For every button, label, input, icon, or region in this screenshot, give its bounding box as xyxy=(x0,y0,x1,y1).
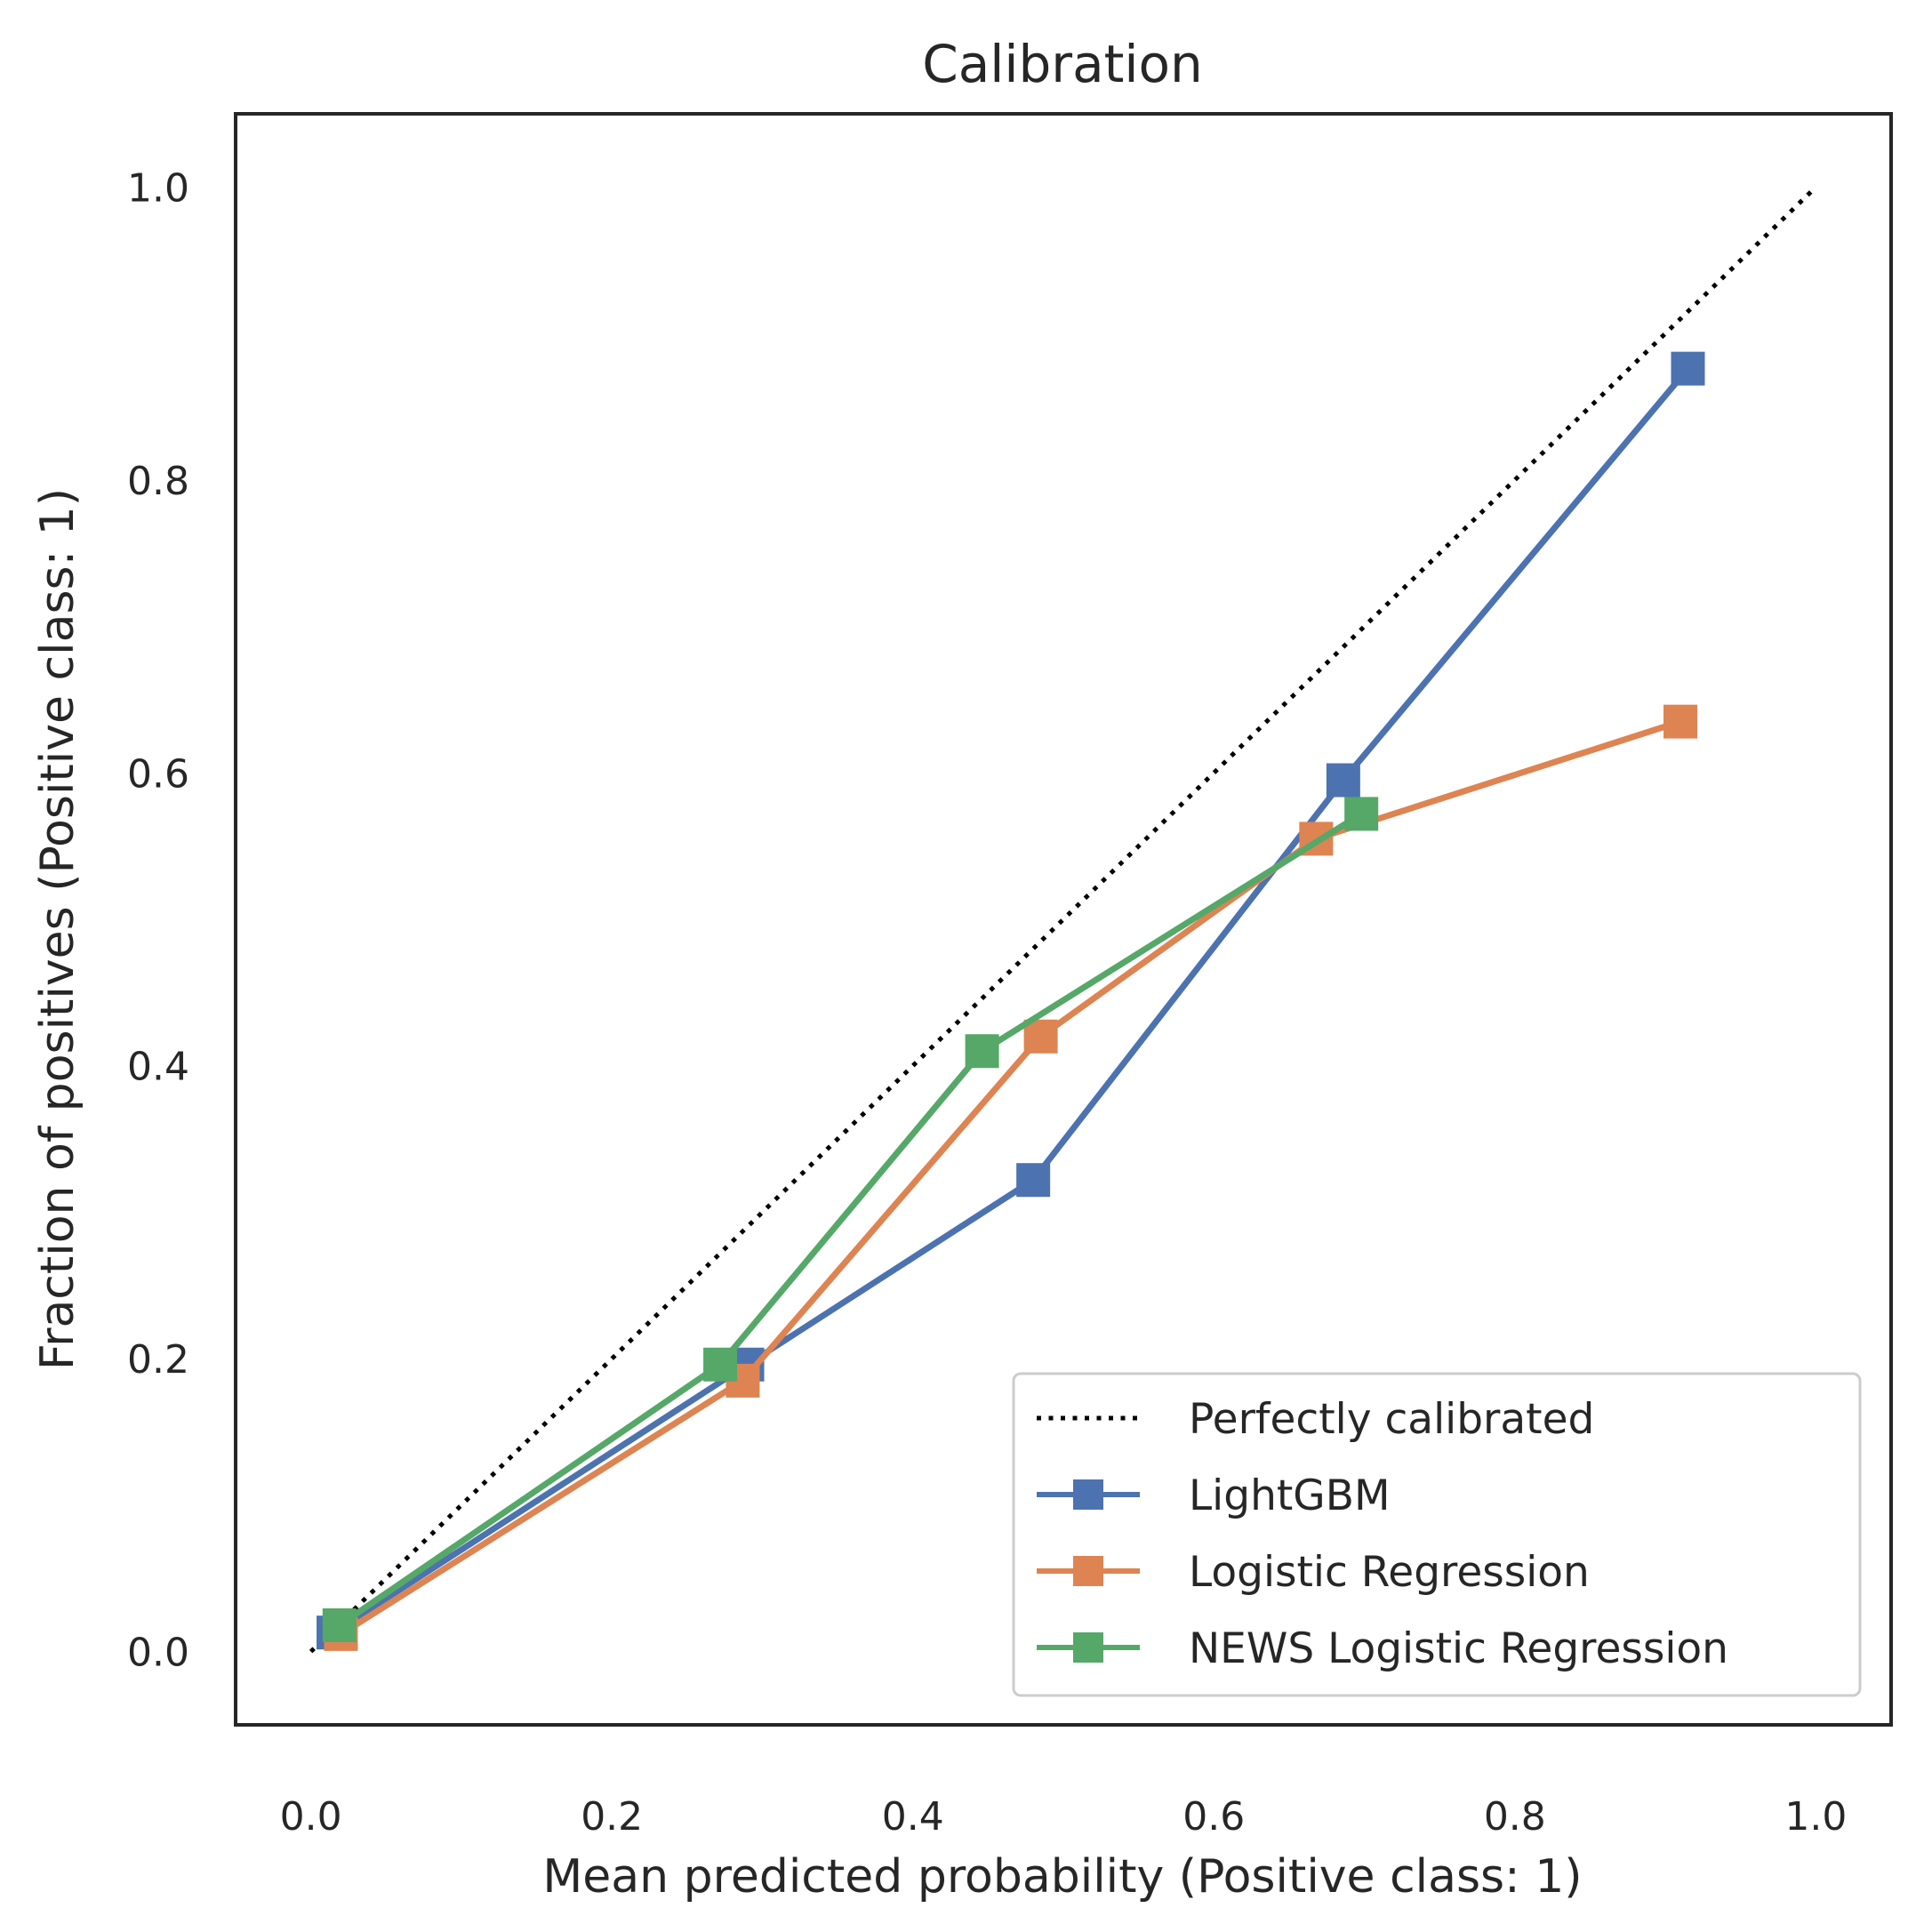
x-tick-labels: 0.0 0.2 0.4 0.6 0.8 1.0 xyxy=(280,1794,1848,1840)
legend-marker-lightgbm xyxy=(1073,1479,1103,1510)
legend-box xyxy=(1012,1372,1862,1697)
legend: Perfectly calibrated LightGBM Logistic R… xyxy=(1012,1372,1862,1697)
lightgbm-point xyxy=(1016,1163,1051,1198)
legend-marker-logistic-regression xyxy=(1073,1556,1103,1586)
x-tick-label: 0.2 xyxy=(581,1794,643,1840)
news-logistic-regression-line xyxy=(336,810,1365,1629)
plot-area xyxy=(309,185,1818,1654)
perfectly-calibrated-line xyxy=(309,185,1818,1654)
x-tick-label: 1.0 xyxy=(1784,1794,1847,1840)
news-logistic-regression-point xyxy=(1344,797,1379,831)
legend-label-news-logistic-regression: NEWS Logistic Regression xyxy=(1189,1624,1728,1673)
y-tick-label: 1.0 xyxy=(127,165,189,211)
chart-title: Calibration xyxy=(922,34,1203,94)
legend-label-perfectly-calibrated: Perfectly calibrated xyxy=(1189,1395,1594,1444)
logistic-regression-point xyxy=(1663,704,1698,739)
legend-label-logistic-regression: Logistic Regression xyxy=(1189,1548,1590,1597)
x-tick-label: 0.6 xyxy=(1182,1794,1245,1840)
x-tick-label: 0.8 xyxy=(1484,1794,1546,1840)
x-tick-label: 0.4 xyxy=(882,1794,944,1840)
y-tick-label: 0.0 xyxy=(127,1631,189,1676)
news-logistic-regression-point xyxy=(322,1607,357,1642)
y-axis-label: Fraction of positives (Positive class: 1… xyxy=(31,488,84,1370)
news-logistic-regression-point xyxy=(703,1347,738,1382)
lightgbm-point xyxy=(1326,763,1360,798)
series-lightgbm xyxy=(317,351,1705,1650)
y-tick-labels: 0.0 0.2 0.4 0.6 0.8 1.0 xyxy=(127,165,189,1675)
lightgbm-point xyxy=(1671,351,1705,386)
legend-marker-news-logistic-regression xyxy=(1073,1632,1103,1663)
x-axis-label: Mean predicted probability (Positive cla… xyxy=(542,1850,1582,1904)
news-logistic-regression-point xyxy=(965,1034,999,1069)
x-tick-label: 0.0 xyxy=(280,1794,342,1840)
plot-frame xyxy=(234,112,1893,1727)
y-tick-label: 0.4 xyxy=(127,1045,189,1090)
y-tick-label: 0.8 xyxy=(127,459,189,504)
legend-label-lightgbm: LightGBM xyxy=(1189,1471,1391,1520)
logistic-regression-point xyxy=(1023,1019,1058,1054)
series-news-logistic-regression xyxy=(322,797,1379,1642)
y-tick-label: 0.6 xyxy=(127,751,189,797)
y-tick-label: 0.2 xyxy=(127,1337,189,1383)
